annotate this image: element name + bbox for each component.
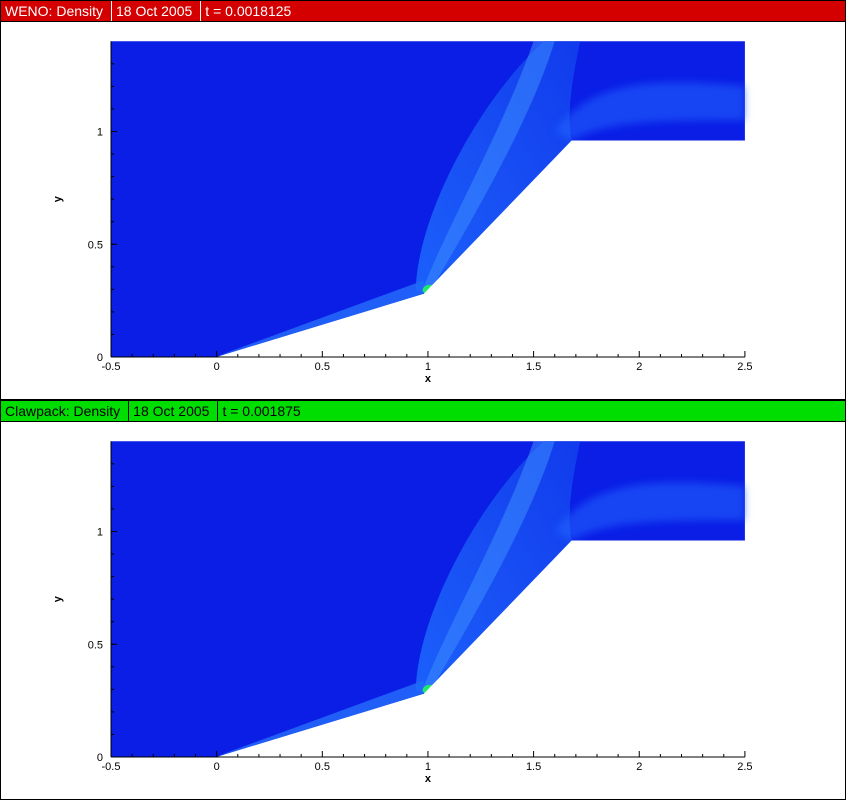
panel-clawpack: Clawpack: Density 18 Oct 2005 t = 0.0018…	[0, 400, 846, 800]
shear-layer	[554, 482, 745, 541]
panel-header: WENO: Density 18 Oct 2005 t = 0.0018125	[1, 1, 845, 22]
panel-weno: WENO: Density 18 Oct 2005 t = 0.0018125 …	[0, 0, 846, 400]
y-tick-label: 0	[97, 352, 103, 364]
shock-fan	[421, 441, 555, 692]
x-tick-label: 2.5	[737, 761, 752, 773]
panel-header: Clawpack: Density 18 Oct 2005 t = 0.0018…	[1, 401, 845, 422]
x-tick-label: 2.5	[737, 361, 752, 373]
oblique-shock-layer	[216, 280, 424, 357]
y-tick-label: 1	[97, 127, 103, 139]
oblique-shock-layer	[216, 680, 424, 757]
x-axis-label: x	[425, 773, 432, 785]
x-tick-label: 1	[425, 361, 431, 373]
x-axis-label: x	[425, 373, 432, 385]
header-date: 18 Oct 2005	[111, 1, 200, 21]
solid-wall	[216, 140, 745, 357]
y-axis-label: y	[52, 595, 64, 602]
x-tick-label: 2	[636, 361, 642, 373]
header-title: WENO: Density	[5, 3, 104, 19]
x-tick-label: 0	[214, 761, 220, 773]
x-tick-label: 2	[636, 761, 642, 773]
y-tick-label: 0.5	[88, 239, 103, 251]
x-tick-label: 1.5	[526, 761, 541, 773]
y-tick-label: 0	[97, 752, 103, 764]
header-time: t = 0.0018125	[200, 1, 299, 21]
x-tick-label: 0.5	[315, 361, 330, 373]
header-time: t = 0.001875	[217, 401, 308, 421]
y-tick-label: 0.5	[88, 639, 103, 651]
shear-layer	[554, 82, 745, 141]
header-title: Clawpack: Density	[5, 403, 121, 419]
x-tick-label: -0.5	[102, 361, 121, 373]
shock-fan	[421, 41, 555, 292]
x-tick-label: 1.5	[526, 361, 541, 373]
x-tick-label: 0	[214, 361, 220, 373]
x-tick-label: -0.5	[102, 761, 121, 773]
y-tick-label: 1	[97, 527, 103, 539]
x-tick-label: 0.5	[315, 761, 330, 773]
solid-wall	[216, 540, 745, 757]
y-axis-label: y	[52, 195, 64, 202]
header-date: 18 Oct 2005	[128, 401, 217, 421]
x-tick-label: 1	[425, 761, 431, 773]
